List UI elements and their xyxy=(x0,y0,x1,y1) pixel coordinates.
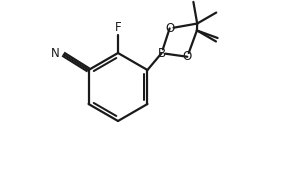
Text: O: O xyxy=(165,22,174,35)
Text: B: B xyxy=(158,47,166,60)
Text: F: F xyxy=(115,21,121,34)
Text: N: N xyxy=(51,47,60,60)
Text: O: O xyxy=(183,50,192,63)
